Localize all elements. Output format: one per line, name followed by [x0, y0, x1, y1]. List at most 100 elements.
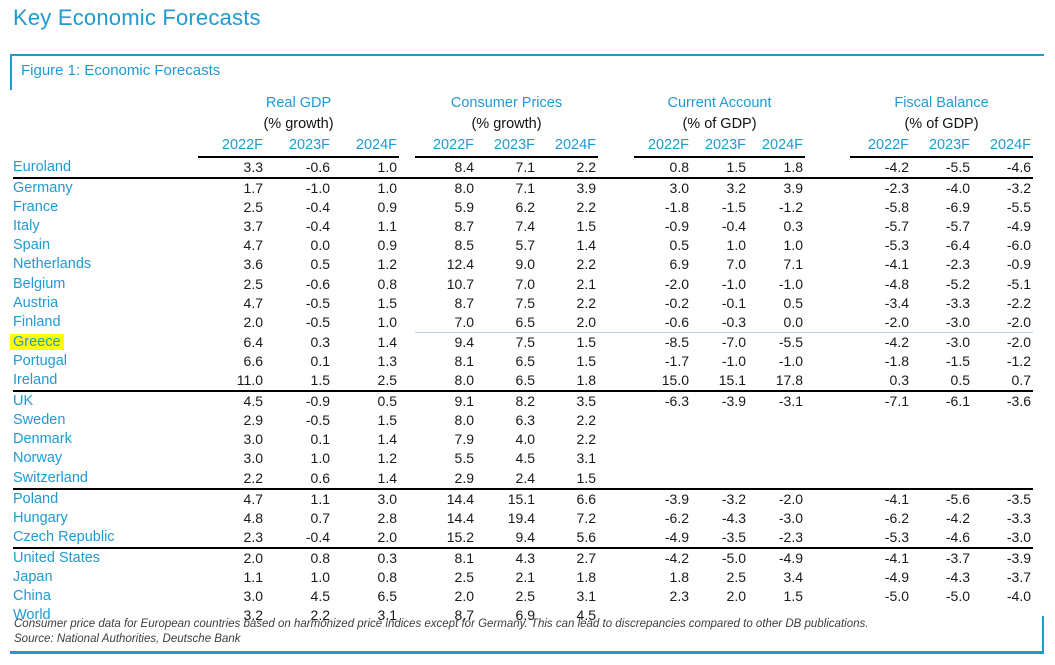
forecast-value: 3.1: [576, 588, 596, 605]
forecast-value: -4.6: [911, 528, 972, 549]
forecast-value: -2.3: [945, 256, 970, 273]
forecast-value: 6.5: [515, 352, 535, 369]
forecast-value: 0.1: [310, 352, 330, 369]
forecast-value: [691, 430, 748, 449]
highlighted-country: Greece: [10, 333, 64, 350]
forecast-value: 11.0: [198, 371, 265, 393]
column-group-unit: (% of GDP): [682, 116, 757, 132]
forecast-value: [850, 449, 911, 468]
forecast-value: 0.5: [911, 371, 972, 393]
forecast-value: [748, 411, 805, 430]
group-gap: [805, 352, 850, 371]
forecast-value: 0.5: [310, 256, 330, 273]
forecast-value: -0.5: [305, 313, 330, 330]
forecast-value: -3.0: [778, 509, 803, 526]
forecast-value: 17.8: [748, 371, 805, 393]
group-gap: [598, 294, 634, 313]
forecast-value: 5.9: [454, 199, 474, 216]
year-header: 2024F: [537, 136, 598, 158]
forecast-value: 4.3: [515, 549, 535, 566]
forecast-value: 6.5: [377, 588, 397, 605]
group-gap: [805, 114, 850, 136]
forecast-value: [634, 430, 691, 449]
forecast-value: 1.0: [310, 568, 330, 585]
forecast-value: -5.0: [945, 588, 970, 605]
forecast-value: 1.5: [377, 294, 397, 311]
forecast-value: 4.8: [243, 509, 263, 526]
forecast-value: 7.1: [476, 158, 537, 180]
group-gap: [399, 198, 415, 217]
forecast-value: 14.4: [446, 509, 474, 526]
country-name: Norway: [13, 450, 63, 467]
forecast-value: 15.1: [507, 490, 535, 507]
group-gap: [598, 568, 634, 587]
forecast-value: [911, 449, 972, 468]
forecast-value: -4.0: [1006, 588, 1031, 605]
forecast-value: -1.0: [778, 352, 803, 369]
forecast-value: 7.1: [783, 256, 803, 273]
group-gap: [805, 198, 850, 217]
forecast-value: 15.2: [415, 528, 476, 549]
figure-frame-top: [10, 54, 1044, 56]
group-gap: [399, 469, 415, 490]
forecast-value: 8.7: [454, 294, 474, 311]
forecast-value: 1.5: [783, 588, 803, 605]
forecast-value: 0.8: [310, 549, 330, 566]
forecast-value: [972, 411, 1033, 430]
forecast-value: 2.0: [243, 549, 263, 566]
forecast-value: -5.0: [884, 588, 909, 605]
forecast-value: -5.3: [850, 528, 911, 549]
group-gap: [399, 392, 415, 411]
forecast-value: 2.5: [332, 371, 399, 393]
page-title: Key Economic Forecasts: [13, 5, 261, 30]
forecast-value: 1.2: [377, 256, 397, 273]
forecast-value: -0.4: [265, 528, 332, 549]
forecast-value: 6.6: [243, 352, 263, 369]
group-gap: [805, 158, 850, 180]
forecast-value: 6.9: [669, 256, 689, 273]
forecast-value: -3.9: [1006, 549, 1031, 566]
forecast-value: -6.4: [945, 237, 970, 254]
forecast-value: 0.3: [783, 218, 803, 235]
country-name: Sweden: [13, 412, 66, 429]
forecast-value: 1.0: [726, 237, 746, 254]
country-name: Portugal: [13, 352, 68, 369]
forecast-value: 3.7: [243, 218, 263, 235]
country-name: Japan: [13, 568, 53, 585]
forecast-value: 2.2: [576, 256, 596, 273]
year-header: 2023F: [911, 136, 972, 158]
forecast-value: 1.1: [377, 218, 397, 235]
forecast-value: 2.0: [243, 313, 263, 330]
forecast-value: -1.5: [945, 352, 970, 369]
forecast-value: 2.0: [537, 313, 598, 333]
forecast-value: -6.3: [664, 393, 689, 410]
forecast-value: -0.4: [305, 218, 330, 235]
group-gap: [399, 217, 415, 236]
group-gap: [399, 490, 415, 509]
forecast-value: -6.2: [664, 509, 689, 526]
forecast-value: -3.9: [721, 393, 746, 410]
group-gap: [598, 449, 634, 468]
forecast-value: -2.0: [1006, 333, 1031, 350]
forecast-value: -5.7: [884, 218, 909, 235]
forecast-value: -6.1: [945, 393, 970, 410]
figure-label: Figure 1: Economic Forecasts: [21, 62, 221, 79]
forecast-value: 0.9: [377, 199, 397, 216]
group-gap: [598, 411, 634, 430]
forecast-value: 5.7: [515, 237, 535, 254]
forecast-value: -2.3: [748, 528, 805, 549]
forecast-value: [911, 606, 972, 625]
forecast-value: [850, 430, 911, 449]
forecast-value: [911, 411, 972, 430]
forecast-value: 1.5: [576, 352, 596, 369]
forecast-value: 9.4: [454, 333, 474, 350]
group-gap: [399, 509, 415, 528]
forecast-value: 2.2: [576, 294, 596, 311]
column-group-label: Fiscal Balance: [894, 95, 989, 111]
group-gap: [598, 114, 634, 136]
forecast-value: -1.2: [778, 199, 803, 216]
forecast-value: 4.0: [515, 431, 535, 448]
forecast-value: -0.9: [664, 218, 689, 235]
forecast-value: 0.9: [377, 237, 397, 254]
forecast-value: 0.8: [634, 158, 691, 180]
